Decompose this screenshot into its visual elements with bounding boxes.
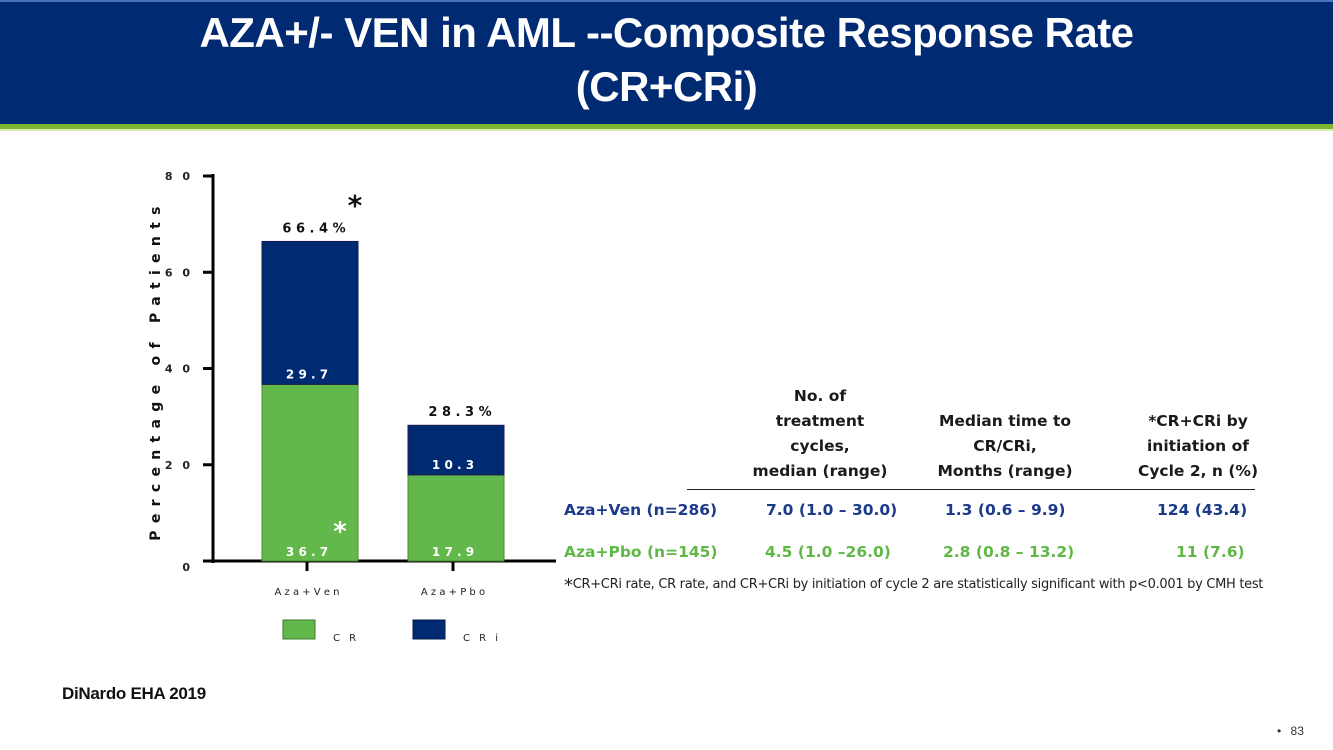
header-line: Months (range): [937, 462, 1073, 480]
data-label-cr: 1 7 . 9: [432, 545, 474, 559]
x-tick-label: A z a + P b o: [421, 587, 485, 598]
slide-title: AZA+/- VEN in AML --Composite Response R…: [0, 6, 1333, 114]
table-cell: 124 (43.4): [1157, 501, 1248, 519]
table-cell: 11 (7.6): [1176, 543, 1245, 561]
data-label-cri: 1 0 . 3: [432, 458, 474, 472]
legend-label-cri: C R i: [463, 633, 501, 644]
header-line: CR/CRi,: [973, 437, 1037, 455]
header-line: No. of: [793, 387, 847, 405]
page-number: • 83: [1277, 724, 1304, 738]
bar-segment-cr: [407, 474, 505, 562]
row-label: Aza+Pbo (n=145): [564, 543, 718, 561]
accent-divider: [0, 124, 1333, 129]
footnote-star: *: [564, 575, 573, 596]
data-label-cri: 2 9 . 7: [286, 367, 328, 381]
header-line: *CR+CRi by: [1148, 412, 1248, 430]
y-tick-label: 6 0: [165, 266, 193, 279]
table-cell: 4.5 (1.0 –26.0): [765, 543, 891, 561]
banner-top-line: [0, 0, 1333, 2]
total-label: 2 8 . 3 %: [428, 405, 491, 420]
x-tick-label: A z a + V e n: [275, 587, 340, 598]
y-tick-label: 0: [182, 561, 193, 574]
title-banner: AZA+/- VEN in AML --Composite Response R…: [0, 0, 1333, 124]
page-number-value: 83: [1290, 724, 1304, 738]
header-line: initiation of: [1146, 437, 1250, 455]
header-line: median (range): [752, 462, 888, 480]
slide-title-line1: AZA+/- VEN in AML --Composite Response R…: [199, 9, 1134, 56]
y-axis-label: Percentage of Patients: [148, 199, 164, 540]
y-axis: 0 2 0 4 0 6 0 8 0: [165, 170, 215, 574]
y-tick-label: 8 0: [165, 170, 193, 183]
y-tick-label: 4 0: [165, 363, 193, 376]
footnote-text: CR+CRi rate, CR rate, and CR+CRi by init…: [572, 577, 1264, 592]
table-header-median-time: Median time to CR/CRi, Months (range): [915, 409, 1095, 484]
bars: 3 6 . 7 2 9 . 7 6 6 . 4 % 1 7 . 9 1 0 . 3 2 8…: [261, 189, 505, 562]
source-citation: DiNardo EHA 2019: [62, 684, 206, 703]
table-header-cycles: No. of treatment cycles, median (range): [735, 384, 905, 484]
total-label: 6 6 . 4 %: [282, 221, 345, 236]
bar-segment-cri: [261, 240, 359, 385]
bar-segment-cri: [407, 424, 505, 476]
header-line: Median time to: [938, 412, 1072, 430]
header-line: Cycle 2, n (%): [1137, 462, 1259, 480]
table-cell: 1.3 (0.6 – 9.9): [945, 501, 1066, 519]
legend-label-cr: C R: [333, 633, 359, 644]
legend-swatch-cr: [282, 619, 316, 640]
header-line: treatment: [775, 412, 865, 430]
table-cell: 2.8 (0.8 – 13.2): [943, 543, 1075, 561]
significance-asterisk: *: [333, 517, 347, 547]
legend-swatch-cri: [412, 619, 446, 640]
table-cell: 7.0 (1.0 – 30.0): [766, 501, 898, 519]
table-header-cycle2: *CR+CRi by initiation of Cycle 2, n (%): [1128, 409, 1268, 484]
slide-title-line2: (CR+CRi): [575, 63, 758, 110]
footnote: *CR+CRi rate, CR rate, and CR+CRi by ini…: [564, 575, 1263, 596]
data-label-cr: 3 6 . 7: [286, 545, 328, 559]
accent-divider-shadow: [0, 129, 1333, 131]
significance-asterisk: *: [348, 189, 363, 222]
y-tick-label: 2 0: [165, 459, 193, 472]
header-line: cycles,: [790, 437, 850, 455]
row-label: Aza+Ven (n=286): [564, 501, 718, 519]
table-header-divider: [687, 489, 1255, 490]
x-axis: A z a + V e n A z a + P b o: [203, 559, 556, 598]
bullet-icon: •: [1277, 724, 1282, 738]
